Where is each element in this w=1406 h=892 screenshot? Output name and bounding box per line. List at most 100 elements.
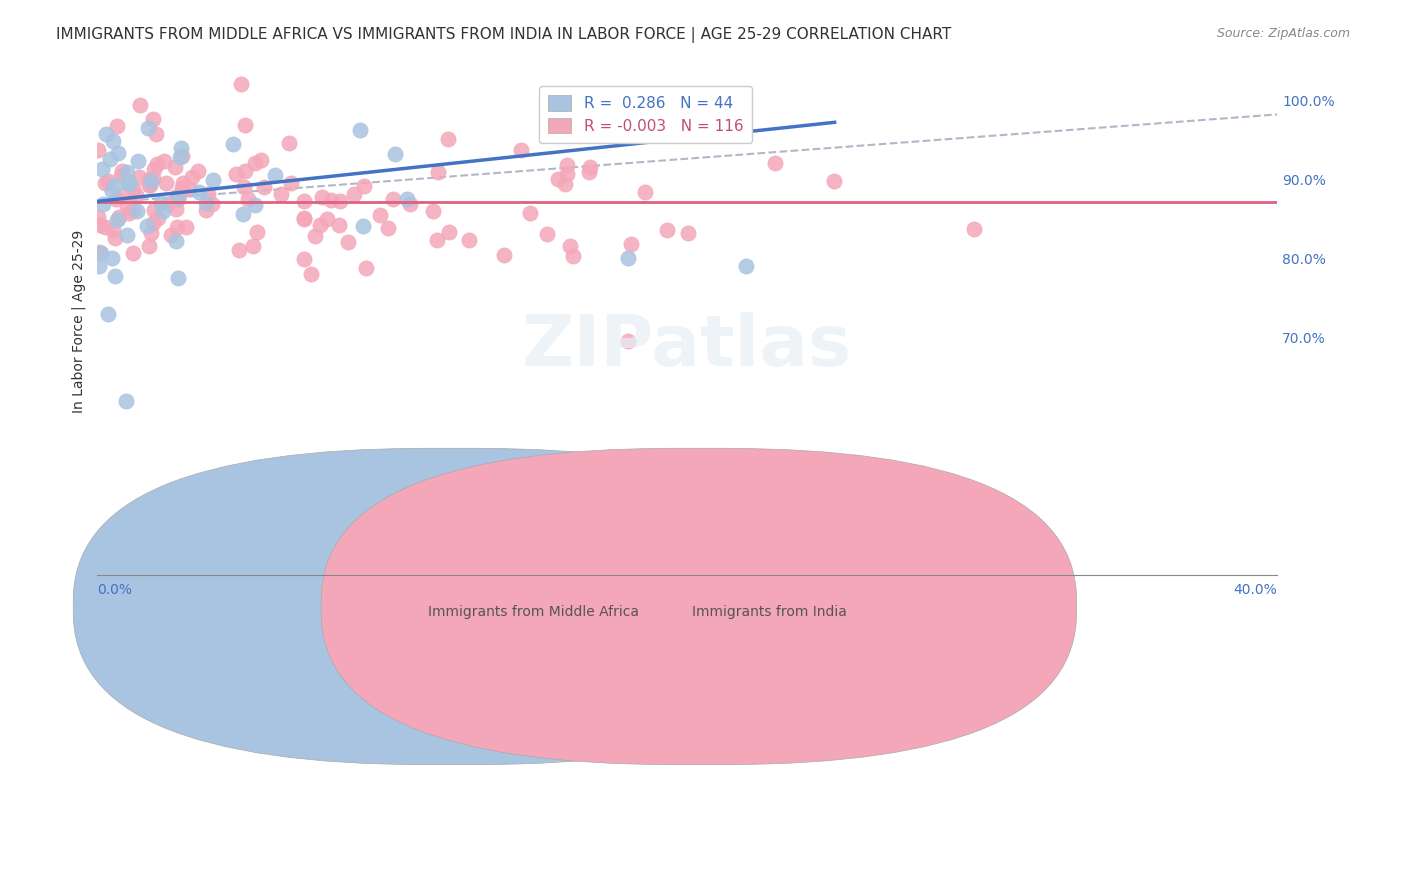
- Point: [236, 192, 259, 206]
- Point: [233, 118, 256, 132]
- Point: [166, 271, 188, 285]
- Point: [118, 177, 141, 191]
- Point: [142, 112, 165, 126]
- Point: [678, 226, 700, 240]
- Point: [115, 393, 138, 408]
- Point: [311, 190, 333, 204]
- Point: [370, 208, 392, 222]
- Point: [494, 248, 516, 262]
- Point: [87, 143, 110, 157]
- Point: [547, 172, 569, 186]
- Point: [292, 211, 315, 226]
- Point: [118, 175, 141, 189]
- Point: [354, 260, 377, 275]
- Point: [382, 192, 405, 206]
- Point: [122, 203, 145, 218]
- Point: [278, 136, 301, 151]
- Point: [187, 185, 209, 199]
- Point: [264, 168, 287, 182]
- Point: [94, 220, 117, 235]
- Point: [103, 223, 125, 237]
- Point: [579, 161, 602, 175]
- Point: [187, 164, 209, 178]
- Point: [89, 218, 111, 232]
- Point: [128, 170, 150, 185]
- Point: [145, 127, 167, 141]
- Point: [169, 150, 191, 164]
- Point: [202, 173, 225, 187]
- Point: [153, 153, 176, 168]
- Text: 0.0%: 0.0%: [97, 582, 132, 597]
- Point: [398, 196, 420, 211]
- Point: [108, 210, 131, 224]
- Point: [225, 168, 247, 182]
- Point: [142, 216, 165, 230]
- Point: [329, 194, 352, 208]
- Point: [231, 78, 253, 92]
- Point: [87, 211, 110, 225]
- Point: [201, 197, 224, 211]
- Point: [558, 239, 581, 253]
- Point: [554, 178, 576, 192]
- Point: [138, 178, 160, 192]
- Point: [422, 203, 444, 218]
- Point: [105, 213, 128, 227]
- Point: [962, 222, 984, 236]
- Point: [617, 334, 640, 349]
- Point: [101, 251, 124, 265]
- Point: [437, 225, 460, 239]
- Point: [87, 245, 110, 260]
- Point: [316, 211, 339, 226]
- Point: [197, 186, 219, 201]
- Point: [437, 131, 460, 145]
- Text: Source: ZipAtlas.com: Source: ZipAtlas.com: [1216, 27, 1350, 40]
- Point: [127, 203, 149, 218]
- Text: Immigrants from Middle Africa: Immigrants from Middle Africa: [427, 605, 640, 619]
- Point: [136, 120, 159, 135]
- Text: 40.0%: 40.0%: [1233, 582, 1277, 597]
- Point: [634, 185, 657, 199]
- Point: [292, 211, 315, 226]
- Point: [112, 188, 135, 202]
- Point: [195, 203, 218, 218]
- Point: [292, 252, 315, 266]
- Point: [117, 227, 139, 242]
- Text: IMMIGRANTS FROM MIDDLE AFRICA VS IMMIGRANTS FROM INDIA IN LABOR FORCE | AGE 25-2: IMMIGRANTS FROM MIDDLE AFRICA VS IMMIGRA…: [56, 27, 952, 43]
- Point: [352, 219, 374, 233]
- Legend: R =  0.286   N = 44, R = -0.003   N = 116: R = 0.286 N = 44, R = -0.003 N = 116: [538, 87, 752, 143]
- Point: [97, 174, 120, 188]
- Point: [111, 163, 134, 178]
- Point: [655, 222, 678, 236]
- Point: [117, 164, 139, 178]
- Point: [155, 176, 177, 190]
- Point: [139, 178, 162, 192]
- Point: [167, 191, 190, 205]
- Point: [377, 221, 399, 235]
- Point: [110, 169, 132, 183]
- Text: ZIPatlas: ZIPatlas: [522, 312, 852, 382]
- Point: [304, 229, 326, 244]
- Point: [87, 259, 110, 273]
- Point: [91, 161, 114, 176]
- Point: [250, 153, 273, 167]
- Point: [349, 122, 371, 136]
- Point: [243, 197, 266, 211]
- Point: [763, 156, 786, 170]
- Point: [152, 204, 174, 219]
- Point: [620, 237, 643, 252]
- Point: [142, 171, 165, 186]
- Point: [91, 197, 114, 211]
- Point: [128, 97, 150, 112]
- Point: [270, 186, 292, 201]
- Point: [107, 146, 129, 161]
- Point: [143, 161, 166, 176]
- Point: [426, 233, 449, 247]
- Point: [163, 160, 186, 174]
- Y-axis label: In Labor Force | Age 25-29: In Labor Force | Age 25-29: [72, 230, 86, 413]
- Point: [139, 172, 162, 186]
- Point: [103, 134, 125, 148]
- Point: [170, 180, 193, 194]
- Point: [143, 202, 166, 217]
- Point: [353, 178, 375, 193]
- Point: [232, 207, 254, 221]
